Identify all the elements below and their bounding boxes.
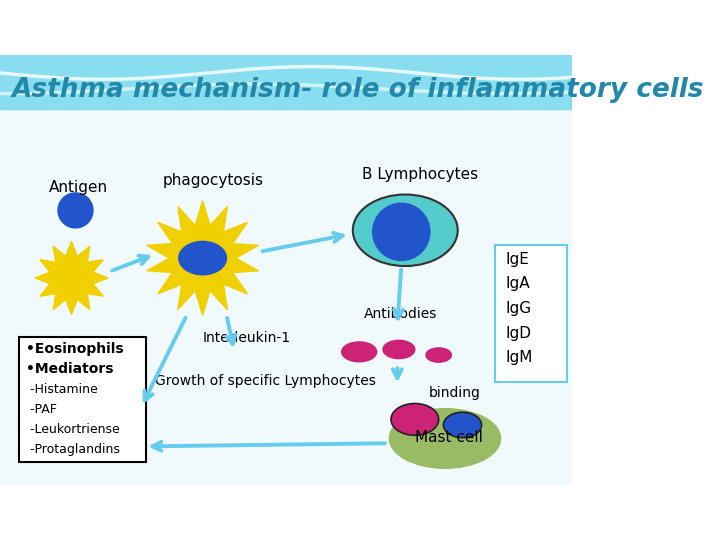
Ellipse shape bbox=[390, 409, 500, 468]
Ellipse shape bbox=[179, 241, 227, 275]
Ellipse shape bbox=[444, 413, 481, 437]
Text: binding: binding bbox=[429, 386, 481, 400]
Text: phagocytosis: phagocytosis bbox=[163, 173, 264, 188]
Text: Growth of specific Lymphocytes: Growth of specific Lymphocytes bbox=[155, 374, 376, 388]
Text: IgE: IgE bbox=[505, 252, 529, 267]
Text: Antibodies: Antibodies bbox=[364, 307, 437, 321]
Circle shape bbox=[373, 203, 430, 260]
Text: •Eosinophils: •Eosinophils bbox=[26, 342, 124, 356]
Text: IgA: IgA bbox=[505, 276, 530, 291]
FancyBboxPatch shape bbox=[19, 337, 146, 462]
Text: Interleukin-1: Interleukin-1 bbox=[202, 330, 291, 345]
Text: IgD: IgD bbox=[505, 326, 531, 341]
Text: IgM: IgM bbox=[505, 350, 533, 365]
Ellipse shape bbox=[426, 348, 451, 362]
Text: -Protaglandins: -Protaglandins bbox=[26, 443, 120, 456]
Text: Antigen: Antigen bbox=[49, 180, 109, 195]
FancyBboxPatch shape bbox=[495, 245, 567, 382]
Circle shape bbox=[58, 193, 93, 228]
Ellipse shape bbox=[354, 195, 457, 265]
Text: -PAF: -PAF bbox=[26, 403, 57, 416]
Ellipse shape bbox=[383, 340, 415, 359]
Ellipse shape bbox=[342, 342, 377, 362]
Ellipse shape bbox=[392, 404, 438, 435]
Polygon shape bbox=[35, 241, 108, 314]
Text: •Mediators: •Mediators bbox=[26, 362, 114, 376]
Text: -Leukortriense: -Leukortriense bbox=[26, 423, 120, 436]
Polygon shape bbox=[147, 201, 258, 315]
Bar bbox=[0, 56, 572, 110]
Text: Mast cell: Mast cell bbox=[415, 430, 482, 445]
Text: Asthma mechanism- role of inflammatory cells: Asthma mechanism- role of inflammatory c… bbox=[12, 77, 704, 103]
Text: IgG: IgG bbox=[505, 301, 531, 316]
Text: -Histamine: -Histamine bbox=[26, 383, 98, 396]
Text: B Lymphocytes: B Lymphocytes bbox=[361, 167, 477, 181]
